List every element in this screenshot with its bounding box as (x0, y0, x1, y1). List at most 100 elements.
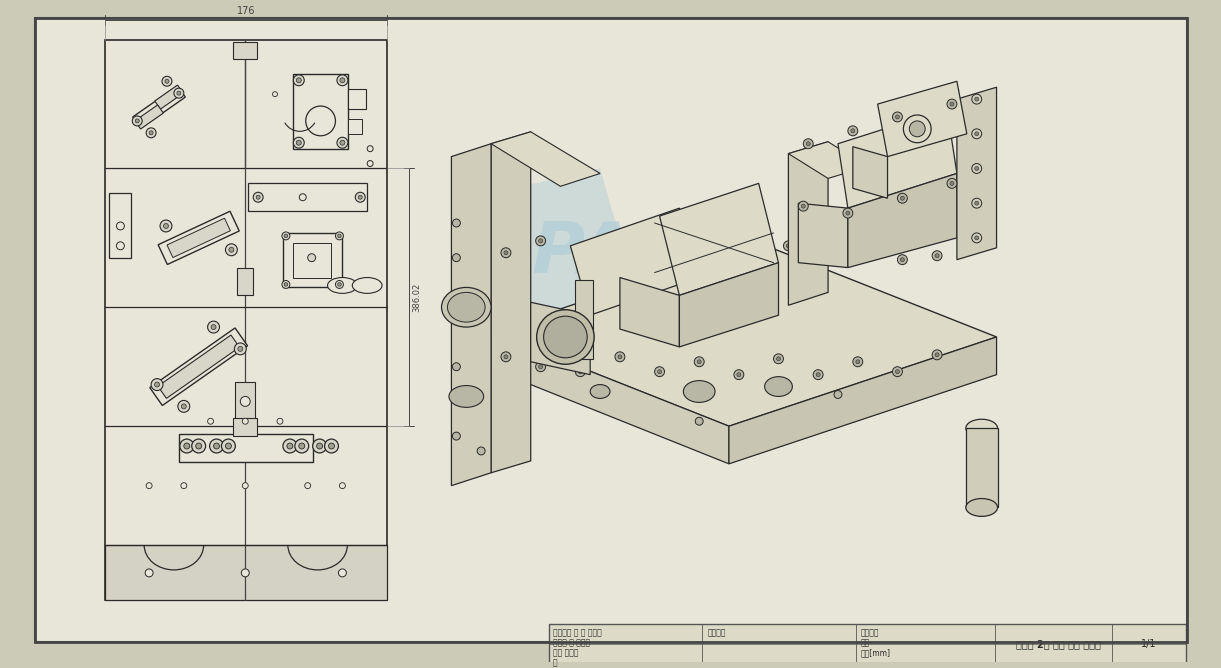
Circle shape (238, 347, 243, 351)
Circle shape (192, 439, 205, 453)
Circle shape (504, 355, 508, 359)
Circle shape (299, 194, 306, 200)
Circle shape (234, 343, 247, 355)
Ellipse shape (353, 277, 382, 293)
Polygon shape (789, 142, 868, 178)
Bar (293, 74, 348, 149)
Circle shape (242, 569, 249, 577)
Circle shape (177, 92, 181, 95)
Text: 비: 비 (553, 658, 557, 667)
Polygon shape (158, 335, 239, 398)
Circle shape (147, 483, 153, 488)
Circle shape (155, 382, 160, 387)
Circle shape (697, 360, 701, 364)
Polygon shape (799, 203, 847, 268)
Circle shape (453, 432, 460, 440)
Circle shape (355, 192, 365, 202)
Circle shape (623, 256, 626, 260)
Circle shape (256, 195, 260, 199)
Circle shape (338, 234, 341, 238)
Circle shape (935, 254, 939, 258)
Bar (110, 193, 132, 258)
Circle shape (895, 369, 900, 373)
Circle shape (579, 250, 582, 255)
Ellipse shape (449, 385, 484, 407)
Circle shape (847, 126, 858, 136)
Polygon shape (531, 303, 590, 375)
Circle shape (182, 404, 187, 409)
Ellipse shape (966, 498, 998, 516)
Text: 협력업체 명 및 담당자: 협력업체 명 및 담당자 (553, 629, 601, 637)
Circle shape (974, 132, 979, 136)
Circle shape (536, 236, 546, 246)
Circle shape (242, 418, 248, 424)
Circle shape (184, 443, 189, 449)
Circle shape (897, 255, 907, 265)
Circle shape (136, 119, 139, 123)
Bar (105, 545, 387, 600)
Circle shape (695, 357, 705, 367)
Circle shape (972, 129, 982, 139)
Circle shape (664, 241, 674, 250)
Circle shape (145, 569, 153, 577)
Circle shape (328, 443, 335, 449)
Circle shape (974, 236, 979, 240)
Circle shape (228, 247, 234, 253)
Circle shape (695, 418, 703, 426)
Circle shape (801, 204, 806, 208)
Circle shape (851, 129, 855, 133)
Circle shape (834, 391, 842, 398)
Text: 단위[mm]: 단위[mm] (861, 648, 891, 657)
Circle shape (950, 182, 954, 185)
Circle shape (863, 248, 873, 258)
Circle shape (538, 365, 542, 369)
Circle shape (813, 369, 823, 379)
Polygon shape (159, 211, 239, 265)
Circle shape (210, 439, 223, 453)
Bar (236, 381, 255, 422)
Polygon shape (155, 85, 183, 109)
Circle shape (799, 201, 808, 211)
Circle shape (904, 115, 932, 143)
Circle shape (579, 369, 582, 373)
Circle shape (947, 178, 957, 188)
Circle shape (784, 241, 794, 250)
Polygon shape (570, 208, 700, 315)
Circle shape (618, 355, 621, 359)
Circle shape (151, 379, 162, 391)
Circle shape (368, 160, 374, 166)
Bar (293, 243, 331, 277)
Text: 작성 연월일: 작성 연월일 (553, 648, 578, 657)
Circle shape (806, 142, 811, 146)
Circle shape (866, 250, 869, 255)
Circle shape (453, 254, 460, 262)
Circle shape (575, 248, 585, 258)
Circle shape (116, 222, 125, 230)
Circle shape (162, 76, 172, 86)
Circle shape (339, 483, 346, 488)
Circle shape (950, 102, 954, 106)
Circle shape (972, 233, 982, 243)
Circle shape (501, 248, 510, 258)
Circle shape (282, 281, 289, 289)
Bar (105, 39, 387, 600)
Circle shape (293, 137, 304, 148)
Circle shape (974, 97, 979, 101)
Ellipse shape (442, 287, 491, 327)
Circle shape (226, 443, 232, 449)
Circle shape (173, 88, 184, 98)
Circle shape (828, 253, 838, 263)
Circle shape (297, 141, 303, 146)
Circle shape (294, 439, 309, 453)
Circle shape (856, 360, 860, 364)
Bar (575, 279, 593, 359)
Circle shape (336, 232, 343, 240)
Circle shape (734, 369, 744, 379)
Circle shape (974, 201, 979, 205)
Circle shape (308, 254, 316, 262)
Polygon shape (452, 144, 491, 486)
Circle shape (181, 483, 187, 488)
Circle shape (284, 283, 288, 287)
Circle shape (816, 373, 821, 377)
Circle shape (893, 112, 902, 122)
